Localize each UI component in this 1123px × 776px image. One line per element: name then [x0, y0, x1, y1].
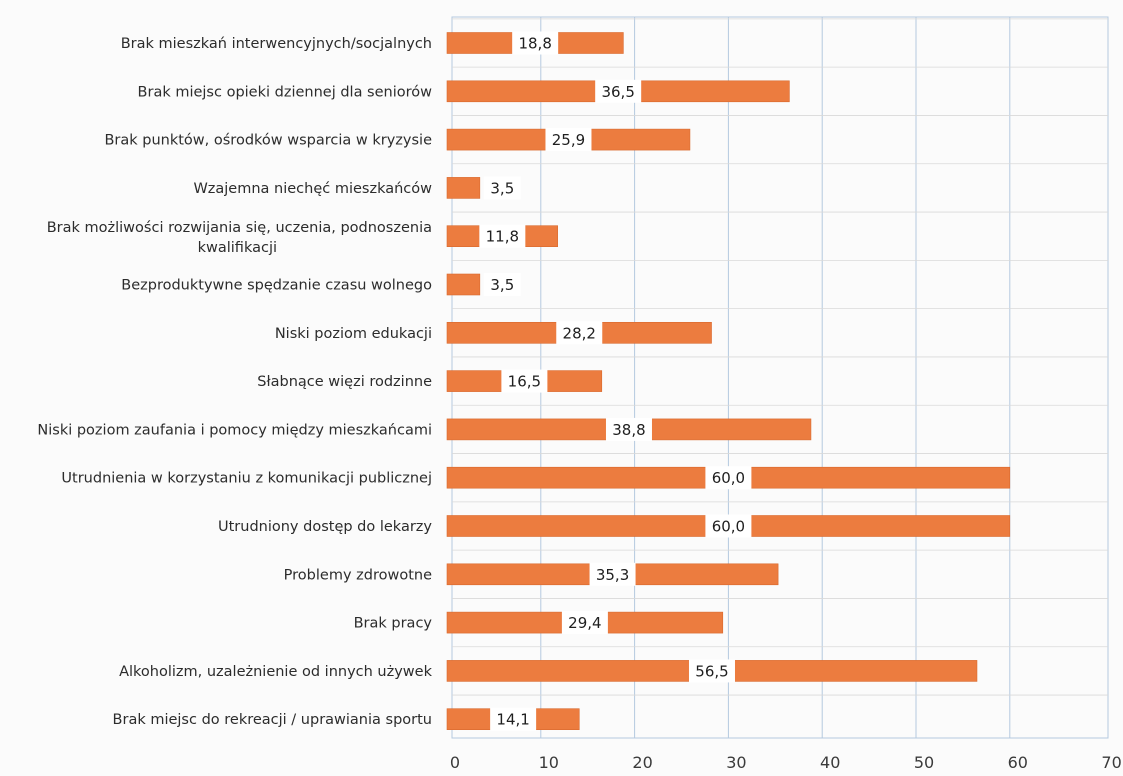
- value-label-0: 18,8: [518, 35, 551, 53]
- category-label-13: Alkoholizm, uzależnienie od innych używe…: [119, 664, 433, 680]
- value-label-bg-6: [556, 321, 603, 345]
- category-label-3: Wzajemna niechęć mieszkańców: [193, 181, 432, 197]
- value-label-14: 14,1: [496, 711, 529, 729]
- value-label-bg-8: [605, 417, 652, 441]
- value-label-bg-13: [688, 659, 735, 683]
- x-tick-label-40: 40: [820, 753, 840, 772]
- x-tick-label-0: 0: [450, 753, 460, 772]
- category-label-6: Niski poziom edukacji: [275, 326, 432, 342]
- category-label-12: Brak pracy: [354, 616, 433, 632]
- category-label-1: Brak miejsc opieki dziennej dla seniorów: [138, 84, 433, 100]
- value-label-bg-4: [479, 224, 526, 248]
- value-label-11: 35,3: [596, 566, 629, 584]
- value-label-bg-5: [483, 273, 521, 296]
- value-label-12: 29,4: [568, 614, 601, 632]
- category-label-0: Brak mieszkań interwencyjnych/socjalnych: [121, 36, 432, 52]
- category-label-8: Niski poziom zaufania i pomocy między mi…: [37, 422, 432, 438]
- value-label-bg-1: [595, 79, 642, 103]
- value-label-8: 38,8: [612, 421, 645, 439]
- category-label-14: Brak miejsc do rekreacji / uprawiania sp…: [113, 712, 432, 728]
- value-label-bg-7: [501, 369, 548, 393]
- value-label-bg-10: [705, 514, 752, 538]
- value-label-bg-12: [561, 611, 608, 635]
- bar-5: [446, 273, 481, 296]
- value-label-9: 60,0: [712, 469, 745, 487]
- value-label-2: 25,9: [552, 131, 585, 149]
- x-tick-label-10: 10: [539, 753, 559, 772]
- x-tick-label-50: 50: [914, 753, 934, 772]
- value-label-bg-3: [483, 176, 521, 200]
- x-tick-label-20: 20: [632, 753, 652, 772]
- value-label-3: 3,5: [490, 179, 514, 197]
- value-label-4: 11,8: [486, 228, 519, 246]
- x-tick-label-30: 30: [726, 753, 746, 772]
- value-label-bg-9: [705, 466, 752, 490]
- value-label-1: 36,5: [601, 83, 634, 101]
- category-label-11: Problemy zdrowotne: [284, 567, 432, 583]
- x-tick-label-60: 60: [1008, 753, 1028, 772]
- value-label-bg-2: [545, 128, 592, 152]
- category-label-10: Utrudniony dostęp do lekarzy: [218, 519, 432, 535]
- value-label-bg-0: [512, 31, 559, 55]
- value-label-13: 56,5: [695, 662, 728, 680]
- value-label-7: 16,5: [508, 373, 541, 391]
- bar-3: [446, 177, 481, 199]
- category-label-2: Brak punktów, ośrodków wsparcia w kryzys…: [104, 133, 432, 149]
- value-label-bg-14: [490, 707, 537, 731]
- category-label-4: Brak możliwości rozwijania się, uczenia,…: [47, 220, 432, 256]
- category-label-9: Utrudnienia w korzystaniu z komunikacji …: [61, 471, 432, 487]
- x-tick-label-70: 70: [1101, 753, 1121, 772]
- value-label-5: 3,5: [490, 276, 514, 294]
- category-label-5: Bezproduktywne spędzanie czasu wolnego: [121, 278, 432, 294]
- value-label-bg-11: [589, 562, 636, 586]
- value-label-10: 60,0: [712, 518, 745, 536]
- value-label-6: 28,2: [563, 324, 596, 342]
- category-label-7: Słabnące więzi rodzinne: [257, 374, 432, 390]
